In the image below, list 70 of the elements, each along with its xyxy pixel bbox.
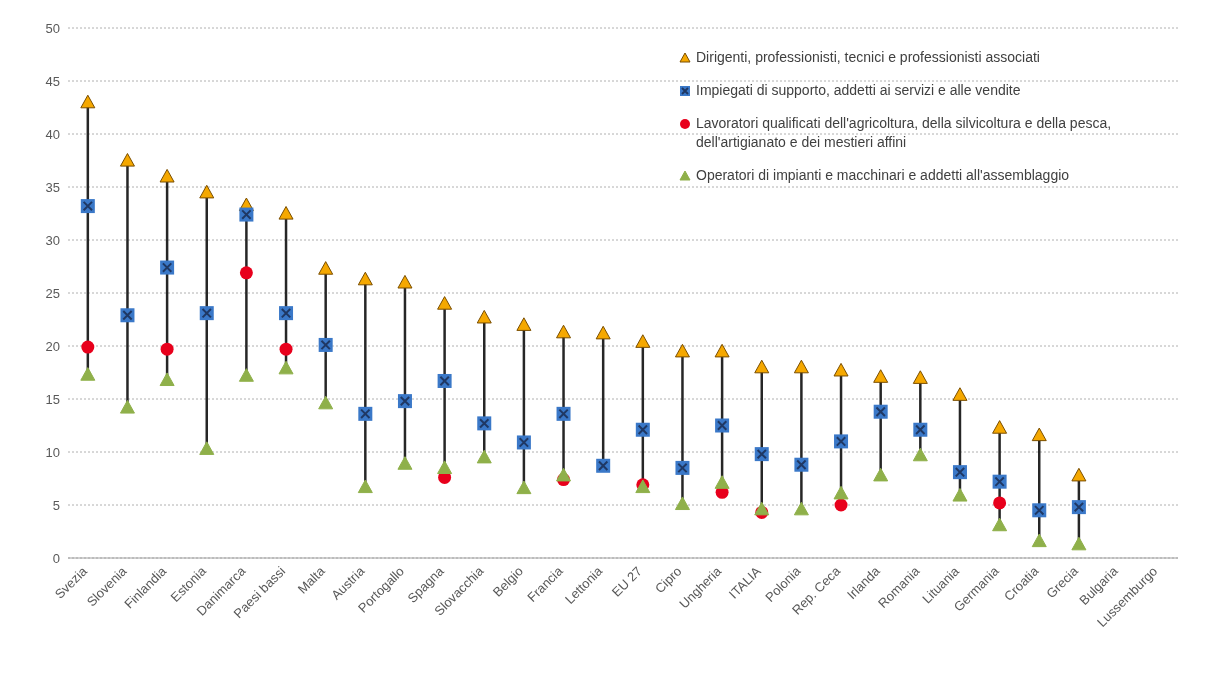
- point: [556, 467, 572, 482]
- point: [397, 274, 413, 289]
- point: [1031, 533, 1047, 548]
- point: [119, 399, 135, 414]
- point: [160, 342, 174, 356]
- point: [912, 370, 928, 384]
- point: [992, 420, 1008, 434]
- point: [556, 324, 572, 339]
- y-tick-label: 25: [45, 285, 60, 301]
- point: [674, 343, 690, 358]
- y-tick-label: 35: [45, 179, 60, 195]
- y-tick-label: 20: [45, 338, 60, 354]
- point: [119, 153, 135, 167]
- point: [437, 296, 453, 310]
- point: [873, 467, 889, 482]
- point: [318, 261, 334, 275]
- legend-label: Lavoratori qualificati dell'agricoltura, della silvicoltura e della pesca, dell'artigianato e dei mestieri affini: [696, 114, 1113, 152]
- y-tick-label: 30: [45, 232, 60, 248]
- point: [993, 496, 1007, 510]
- point: [357, 271, 373, 286]
- y-tick-label: 45: [45, 73, 60, 89]
- point: [793, 359, 809, 374]
- point: [238, 368, 254, 382]
- point: [278, 206, 294, 220]
- point: [674, 496, 690, 511]
- legend-label: Dirigenti, professionisti, tecnici e professionisti associati: [696, 48, 1040, 67]
- point: [476, 449, 492, 464]
- point: [476, 309, 492, 324]
- y-tick-label: 5: [52, 497, 60, 513]
- point: [199, 184, 215, 199]
- point: [516, 480, 532, 495]
- point: [952, 387, 968, 401]
- point: [952, 487, 968, 502]
- legend-label: Operatori di impianti e macchinari e addetti all'assemblaggio: [696, 166, 1070, 185]
- point: [199, 441, 215, 455]
- point: [992, 517, 1008, 532]
- point: [912, 447, 928, 462]
- y-tick-label: 10: [45, 444, 60, 460]
- y-tick-label: 50: [45, 20, 60, 36]
- point: [357, 479, 373, 494]
- point: [516, 317, 532, 331]
- point: [1071, 467, 1087, 482]
- point: [318, 395, 334, 410]
- point: [81, 340, 95, 354]
- y-tick-label: 40: [45, 126, 60, 142]
- point: [159, 168, 175, 183]
- point: [1031, 427, 1047, 442]
- point: [714, 475, 730, 489]
- point: [239, 266, 253, 280]
- point: [714, 343, 730, 358]
- point: [873, 369, 889, 383]
- point: [754, 359, 770, 374]
- point: [833, 485, 849, 500]
- point: [635, 334, 651, 348]
- point: [159, 372, 175, 387]
- point: [278, 360, 294, 375]
- legend-label: Impiegati di supporto, addetti ai servizi e alle vendite: [696, 81, 1021, 100]
- point: [833, 362, 849, 377]
- point: [793, 501, 809, 516]
- x-tick-label: EU 27: [608, 563, 645, 600]
- point: [80, 94, 96, 109]
- point: [397, 456, 413, 470]
- y-tick-label: 0: [52, 550, 60, 566]
- point: [279, 342, 293, 356]
- point: [80, 367, 96, 381]
- point: [1071, 536, 1087, 551]
- y-tick-label: 15: [45, 391, 60, 407]
- point: [595, 325, 611, 340]
- point: [437, 460, 453, 474]
- point: [754, 501, 770, 516]
